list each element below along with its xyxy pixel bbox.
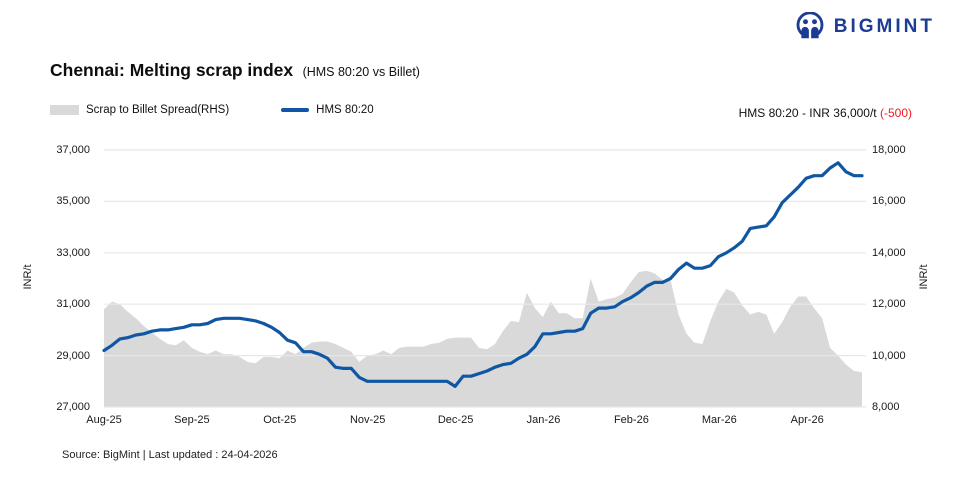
latest-price-annotation: HMS 80:20 - INR 36,000/t (-500) — [739, 106, 912, 120]
y-axis-tick-right: 16,000 — [872, 195, 906, 208]
hms-line-series — [102, 161, 864, 388]
line-swatch — [281, 108, 310, 112]
y-axis-tick-left: 33,000 — [56, 246, 90, 259]
x-axis-tick: Oct-25 — [263, 414, 297, 426]
x-axis-tick: Jan-26 — [526, 414, 561, 426]
annotation-text: HMS 80:20 - INR 36,000/t — [738, 106, 880, 120]
x-axis-tick: Mar-26 — [701, 414, 737, 426]
right-axis-title: INR/t — [918, 264, 930, 290]
y-axis-tick-left: 27,000 — [56, 401, 90, 413]
y-axis-tick-right: 10,000 — [872, 349, 906, 362]
left-axis-title: INR/t — [22, 264, 34, 290]
y-axis-tick-right: 8,000 — [872, 401, 900, 413]
brand-name: BIGMINT — [833, 16, 935, 37]
x-axis-tick: Dec-25 — [437, 414, 474, 426]
legend-label-spread: Scrap to Billet Spread(RHS) — [86, 104, 230, 116]
chart-title-main: Chennai: Melting scrap index — [50, 60, 294, 80]
y-axis-tick-left: 37,000 — [56, 144, 90, 156]
chart-title-sub: (HMS 80:20 vs Billet) — [302, 65, 420, 79]
x-axis-tick: Feb-26 — [613, 414, 649, 426]
y-axis-tick-left: 35,000 — [56, 195, 90, 208]
source-note: Source: BigMint | Last updated : 24-04-2… — [62, 449, 278, 461]
x-axis-tick: Apr-26 — [790, 414, 824, 426]
page-title: Chennai: Melting scrap index (HMS 80:20 … — [50, 60, 420, 81]
area-swatch — [50, 105, 79, 115]
y-axis-tick-left: 31,000 — [56, 298, 90, 311]
legend: Scrap to Billet Spread(RHS) HMS 80:20 — [50, 104, 374, 116]
y-axis-tick-right: 12,000 — [872, 298, 906, 311]
legend-label-hms: HMS 80:20 — [316, 104, 374, 116]
x-axis-tick: Aug-25 — [86, 414, 122, 426]
y-axis-tick-left: 29,000 — [56, 349, 90, 362]
y-axis-tick-right: 14,000 — [872, 246, 906, 259]
brand-logo: BIGMINT — [794, 12, 935, 42]
legend-item-spread: Scrap to Billet Spread(RHS) — [50, 104, 229, 116]
annotation-change: (-500) — [879, 106, 912, 120]
legend-item-hms: HMS 80:20 — [281, 104, 374, 116]
bigmint-icon — [796, 12, 824, 39]
spread-area-series — [104, 270, 862, 407]
x-axis-tick: Nov-25 — [349, 414, 386, 426]
y-axis-tick-right: 18,000 — [872, 144, 906, 156]
x-axis-tick: Sep-25 — [174, 414, 210, 426]
